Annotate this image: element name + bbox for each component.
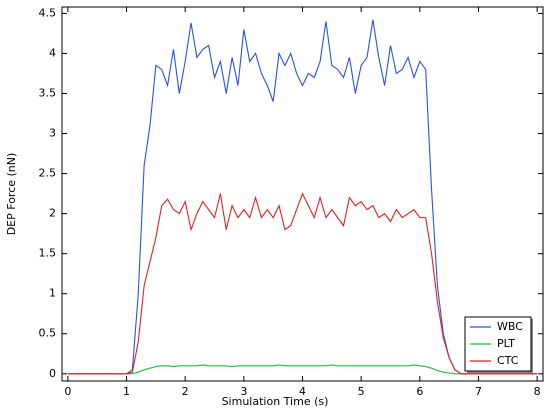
y-tick-label: 1 <box>49 287 56 300</box>
y-tick-label: 4.5 <box>39 6 57 19</box>
y-tick-label: 3 <box>49 127 56 140</box>
x-tick-label: 7 <box>475 385 482 398</box>
y-tick-label: 2.5 <box>39 167 57 180</box>
x-tick-label: 6 <box>416 385 423 398</box>
x-tick-label: 1 <box>123 385 130 398</box>
x-tick-label: 5 <box>358 385 365 398</box>
series-line <box>67 364 538 375</box>
y-tick-label: 1.5 <box>39 247 57 260</box>
y-tick-label: 0 <box>49 367 56 380</box>
legend-label: PLT <box>497 337 515 350</box>
series-line <box>67 192 538 375</box>
y-axis-label: DEP Force (nN) <box>5 153 18 236</box>
y-tick-label: 3.5 <box>39 86 57 99</box>
x-tick-label: 2 <box>182 385 189 398</box>
plot-frame <box>61 6 544 382</box>
x-axis-label: Simulation Time (s) <box>222 395 329 408</box>
x-tick-label: 3 <box>240 385 247 398</box>
x-tick-label: 4 <box>299 385 306 398</box>
x-tick-label: 0 <box>64 385 71 398</box>
x-tick-label: 8 <box>534 385 541 398</box>
y-tick-label: 2 <box>49 207 56 220</box>
y-tick-label: 4 <box>49 46 56 59</box>
legend-label: WBC <box>497 320 523 333</box>
y-tick-label: 0.5 <box>39 327 57 340</box>
legend-label: CTC <box>497 354 519 367</box>
